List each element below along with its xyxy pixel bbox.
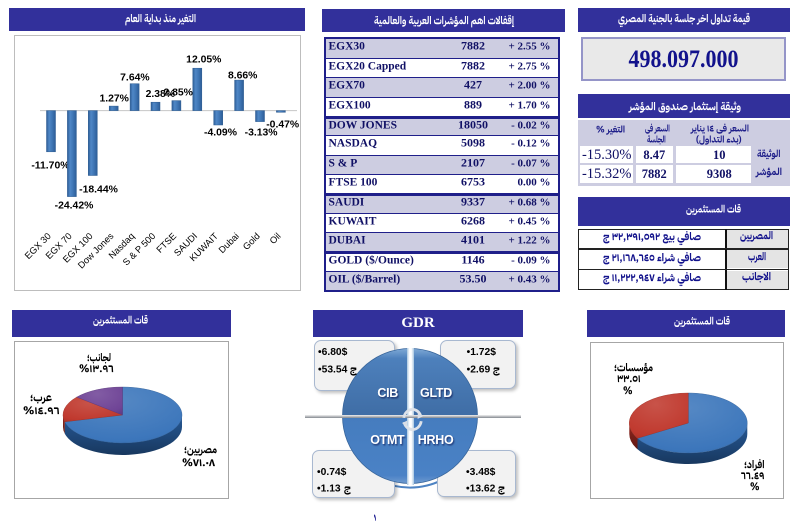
svg-text:12.05%: 12.05% (186, 54, 221, 65)
svg-text:-4.09%: -4.09% (204, 127, 237, 138)
svg-text:1.27%: 1.27% (99, 93, 128, 104)
svg-text:2.85%: 2.85% (163, 88, 192, 99)
svg-text:7.64%: 7.64% (120, 73, 149, 84)
svg-text:8.66%: 8.66% (227, 70, 256, 81)
svg-text:-18.44%: -18.44% (79, 184, 118, 195)
svg-text:-24.42%: -24.42% (54, 201, 93, 212)
svg-text:2.38%: 2.38% (145, 89, 174, 100)
svg-text:-11.70%: -11.70% (31, 161, 69, 172)
svg-text:-3.13%: -3.13% (244, 128, 277, 139)
svg-text:-0.47%: -0.47% (266, 119, 299, 130)
